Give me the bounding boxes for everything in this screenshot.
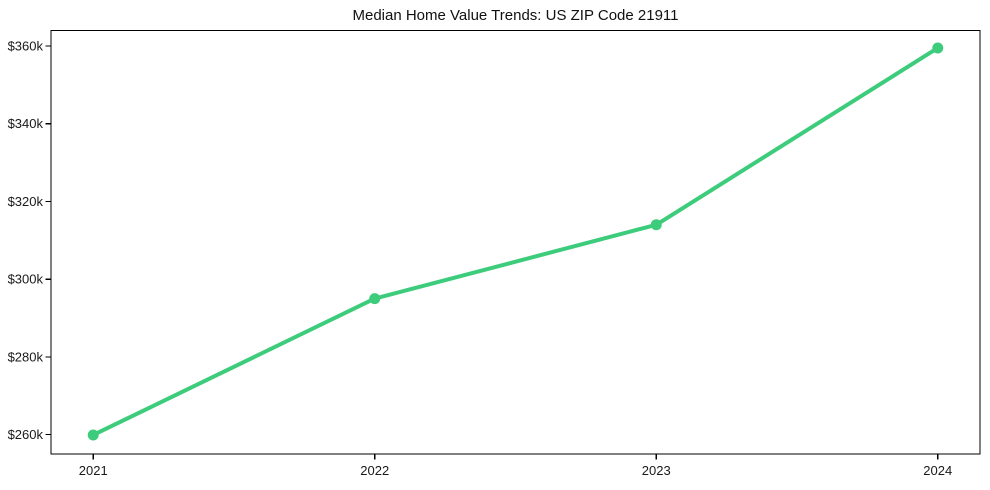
y-tick-label: $360k xyxy=(8,39,44,54)
chart-title: Median Home Value Trends: US ZIP Code 21… xyxy=(352,7,679,24)
data-point xyxy=(369,293,381,305)
y-tick-label: $300k xyxy=(8,272,44,287)
y-tick-label: $340k xyxy=(8,116,44,131)
y-tick-label: $260k xyxy=(8,427,44,442)
data-point xyxy=(87,429,99,441)
y-tick-label: $280k xyxy=(8,349,44,364)
x-tick-label: 2021 xyxy=(79,463,108,478)
data-point xyxy=(932,42,944,54)
data-line xyxy=(91,45,940,437)
x-tick-label: 2024 xyxy=(923,463,952,478)
plot-border xyxy=(50,29,981,455)
y-tick-label: $320k xyxy=(8,194,44,209)
x-tick-label: 2023 xyxy=(642,463,671,478)
x-tick-label: 2022 xyxy=(360,463,389,478)
data-point xyxy=(650,219,662,231)
